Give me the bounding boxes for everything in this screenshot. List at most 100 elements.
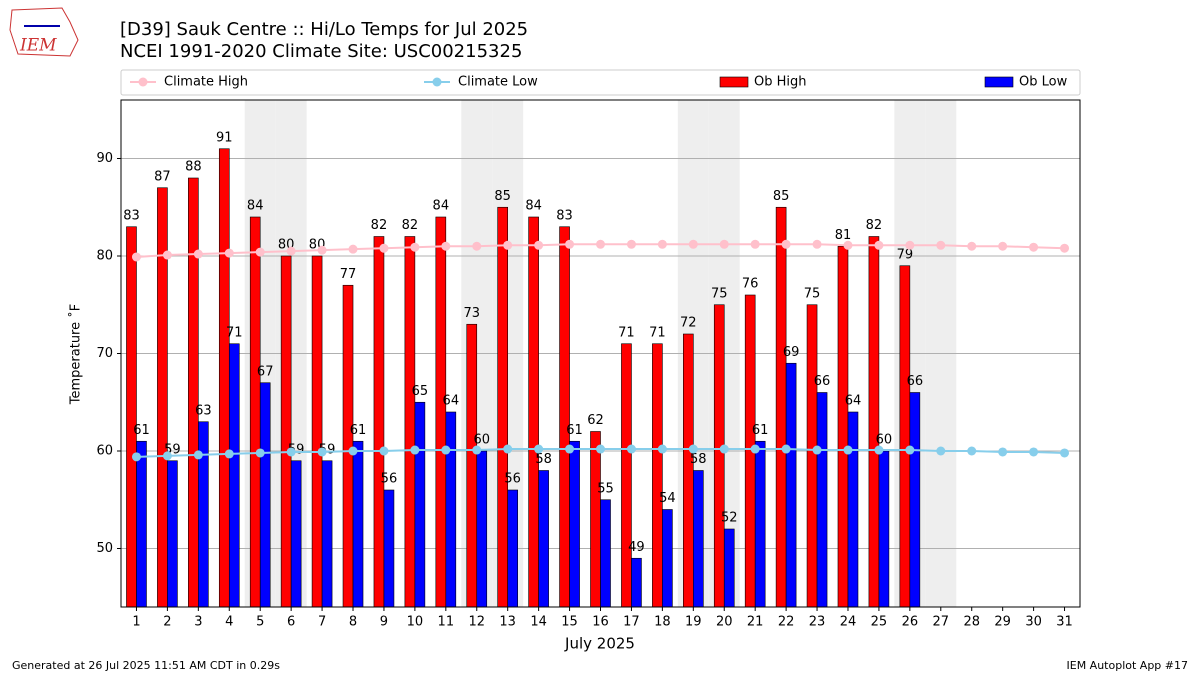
y-axis-label: Temperature ˚F <box>68 304 84 405</box>
x-tick-label: 1 <box>132 615 140 630</box>
x-tick-label: 14 <box>530 615 547 630</box>
data-label: 71 <box>618 325 635 340</box>
logo: IEM <box>9 7 79 57</box>
bar <box>868 236 880 608</box>
climate-point <box>286 447 296 457</box>
bar <box>445 411 457 608</box>
bar <box>218 148 230 608</box>
x-tick-label: 4 <box>225 615 233 630</box>
climate-point <box>348 244 358 254</box>
bar <box>806 304 818 608</box>
bar <box>785 362 797 608</box>
data-label: 63 <box>195 403 212 418</box>
y-tick-label: 80 <box>96 249 113 264</box>
bar <box>321 460 333 608</box>
climate-point <box>812 239 822 249</box>
data-label: 71 <box>649 325 666 340</box>
logo-text: IEM <box>19 36 57 56</box>
climate-point <box>379 243 389 253</box>
x-tick-label: 17 <box>623 615 640 630</box>
x-tick-label: 24 <box>840 615 857 630</box>
bar <box>126 226 137 608</box>
bar <box>198 421 209 608</box>
climate-point <box>719 239 729 249</box>
climate-point <box>688 239 698 249</box>
data-label: 54 <box>659 491 676 506</box>
legend-swatch <box>719 76 749 88</box>
x-tick-label: 9 <box>380 615 388 630</box>
climate-point <box>534 444 544 454</box>
climate-point <box>750 444 760 454</box>
climate-point <box>410 242 420 252</box>
bar <box>435 216 447 608</box>
data-label: 84 <box>433 199 450 214</box>
bar <box>476 450 488 608</box>
data-label: 71 <box>226 325 243 340</box>
climate-point <box>255 247 265 257</box>
data-label: 79 <box>897 247 914 262</box>
data-label: 61 <box>133 423 150 438</box>
plot-frame <box>120 99 1081 608</box>
x-tick-label: 3 <box>194 615 202 630</box>
climate-point <box>626 444 636 454</box>
chart-subtitle: NCEI 1991-2020 Climate Site: USC00215325 <box>120 41 522 62</box>
bar <box>621 343 632 608</box>
climate-point <box>193 450 203 460</box>
bar <box>600 499 611 608</box>
bar <box>352 440 364 608</box>
data-label: 67 <box>257 364 274 379</box>
x-tick-label: 16 <box>592 615 609 630</box>
bar <box>167 460 178 608</box>
x-tick-label: 8 <box>349 615 357 630</box>
climate-point <box>410 445 420 455</box>
climate-point <box>1029 447 1039 457</box>
bar <box>775 206 787 608</box>
y-tick-label: 70 <box>96 346 113 361</box>
data-label: 61 <box>566 423 583 438</box>
x-tick-label: 26 <box>902 615 919 630</box>
climate-point <box>936 240 946 250</box>
data-label: 75 <box>804 286 821 301</box>
climate-point <box>224 449 234 459</box>
data-label: 65 <box>412 384 429 399</box>
data-label: 82 <box>371 218 388 233</box>
x-tick-label: 23 <box>809 615 826 630</box>
climate-point <box>843 240 853 250</box>
data-label: 84 <box>247 199 264 214</box>
climate-point <box>503 444 513 454</box>
bar <box>899 265 911 608</box>
bar <box>497 206 508 608</box>
bar <box>909 392 921 608</box>
data-label: 49 <box>628 540 645 555</box>
climate-point <box>224 248 234 258</box>
legend-box <box>120 69 1081 96</box>
climate-point <box>998 447 1008 457</box>
climate-point <box>379 446 389 456</box>
data-label: 56 <box>504 472 521 487</box>
legend-label: Climate Low <box>458 75 538 90</box>
data-label: 60 <box>473 433 490 448</box>
data-label: 61 <box>752 423 769 438</box>
data-label: 84 <box>525 199 542 214</box>
climate-point <box>936 446 946 456</box>
bar <box>188 177 199 608</box>
climate-point <box>905 240 915 250</box>
bar <box>754 440 766 608</box>
climate-point <box>348 446 358 456</box>
x-tick-label: 30 <box>1025 615 1042 630</box>
climate-point <box>441 445 451 455</box>
climate-point <box>565 444 575 454</box>
bar <box>631 557 642 608</box>
legend-label: Ob High <box>754 75 807 90</box>
climate-point <box>317 245 327 255</box>
climate-point <box>596 444 605 454</box>
bar <box>342 284 354 608</box>
climate-point <box>503 240 513 250</box>
x-tick-label: 18 <box>654 615 671 630</box>
bar <box>662 509 673 608</box>
climate-point <box>193 249 203 259</box>
legend-marker <box>138 77 148 87</box>
bar <box>569 440 580 608</box>
climate-point <box>781 444 791 454</box>
